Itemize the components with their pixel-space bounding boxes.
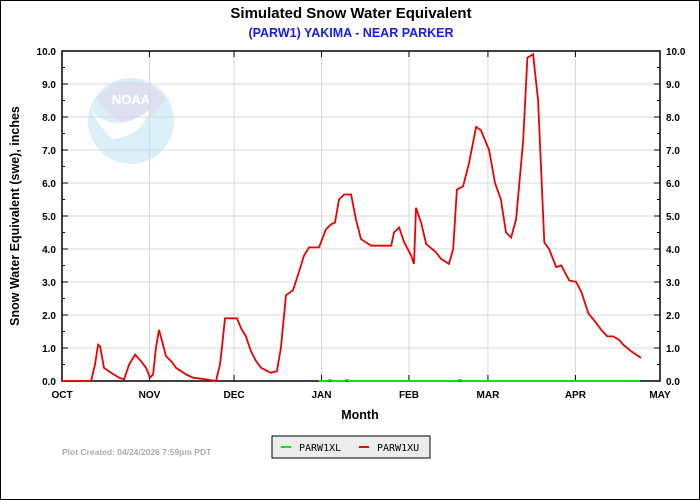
legend: PARW1XL PARW1XU (271, 435, 431, 459)
x-tick-label: JAN (312, 390, 332, 401)
noaa-logo-watermark: NOAA (88, 78, 174, 164)
y-axis-label: Snow Water Equivalent (swe), inches (8, 106, 22, 326)
y-tick-label-left: 0.0 (42, 377, 56, 388)
y-tick-label-right: 4.0 (666, 245, 680, 256)
y-tick-label-right: 6.0 (666, 179, 680, 190)
series-line-parw1xl (318, 378, 641, 382)
y-tick-label-left: 2.0 (42, 311, 56, 322)
x-tick-label: MAR (477, 390, 501, 401)
y-tick-label-left: 4.0 (42, 245, 56, 256)
y-tick-label-left: 1.0 (42, 344, 56, 355)
y-tick-label-right: 10.0 (666, 47, 686, 58)
y-tick-label-left: 6.0 (42, 179, 56, 190)
y-tick-label-right: 1.0 (666, 344, 680, 355)
y-tick-label-left: 8.0 (42, 113, 56, 124)
legend-label-parw1xu: PARW1XU (377, 443, 419, 454)
y-tick-label-left: 7.0 (42, 146, 56, 157)
chart-subtitle: (PARW1) YAKIMA - NEAR PARKER (248, 26, 453, 40)
y-tick-label-right: 8.0 (666, 113, 680, 124)
y-tick-label-right: 3.0 (666, 278, 680, 289)
x-tick-label: MAY (649, 390, 671, 401)
y-tick-label-left: 10.0 (37, 47, 57, 58)
chart-title: Simulated Snow Water Equivalent (230, 5, 471, 22)
y-tick-label-left: 9.0 (42, 80, 56, 91)
legend-label-parw1xl: PARW1XL (299, 443, 341, 454)
x-tick-label: OCT (51, 390, 72, 401)
y-tick-label-left: 3.0 (42, 278, 56, 289)
y-tick-label-left: 5.0 (42, 212, 56, 223)
y-tick-label-right: 2.0 (666, 311, 680, 322)
svg-text:NOAA: NOAA (112, 92, 151, 107)
y-tick-label-right: 7.0 (666, 146, 680, 157)
plot-created-footer: Plot Created: 04/24/2026 7:59pm PDT (62, 447, 212, 457)
x-tick-label: NOV (139, 390, 161, 401)
x-tick-label: APR (565, 390, 587, 401)
y-tick-label-right: 5.0 (666, 212, 680, 223)
series-line-parw1xu (62, 52, 642, 383)
x-tick-label: DEC (224, 390, 245, 401)
y-tick-label-right: 9.0 (666, 80, 680, 91)
y-tick-label-right: 0.0 (666, 377, 680, 388)
x-axis-label: Month (341, 408, 378, 422)
x-tick-label: FEB (399, 390, 419, 401)
